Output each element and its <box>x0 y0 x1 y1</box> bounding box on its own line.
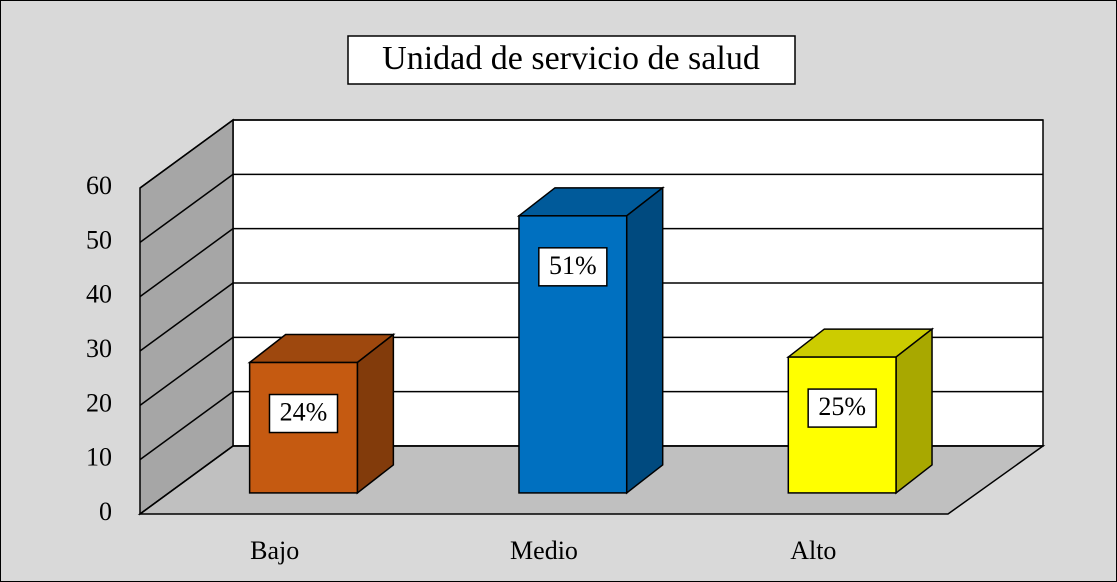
bar <box>516 186 665 495</box>
y-tick-label: 0 <box>99 497 112 526</box>
data-label: 51% <box>549 251 597 280</box>
bar-front <box>518 215 628 494</box>
x-tick-label: Bajo <box>250 536 299 565</box>
plot-area: 0 10 20 30 40 50 60 Bajo 24% Medio 51% Alto 25% <box>86 118 1046 565</box>
grid-line <box>139 391 234 461</box>
y-tick-label: 10 <box>86 443 112 472</box>
data-label-box <box>268 393 339 434</box>
grid-line <box>139 119 234 189</box>
title-box <box>347 35 796 85</box>
grid-line <box>139 282 234 352</box>
x-tick-label: Medio <box>510 536 578 565</box>
grid-line <box>139 173 234 243</box>
data-label-box <box>807 388 877 428</box>
bar-side <box>625 186 664 495</box>
y-tick-label: 50 <box>86 225 112 254</box>
data-label: 25% <box>818 392 866 421</box>
grid-line <box>139 228 234 298</box>
y-tick-label: 20 <box>86 388 112 417</box>
data-label: 24% <box>280 397 328 426</box>
chart-title: Unidad de servicio de salud <box>382 40 760 77</box>
grid-line <box>139 445 234 515</box>
y-tick-label: 60 <box>86 171 112 200</box>
y-tick-label: 40 <box>86 280 112 309</box>
grid-line <box>139 336 234 406</box>
bar-side <box>895 327 933 495</box>
bar <box>786 327 935 495</box>
x-tick-label: Alto <box>790 536 836 565</box>
y-tick-label: 30 <box>86 334 112 363</box>
data-label-box <box>538 247 608 287</box>
bar-side <box>356 332 395 495</box>
